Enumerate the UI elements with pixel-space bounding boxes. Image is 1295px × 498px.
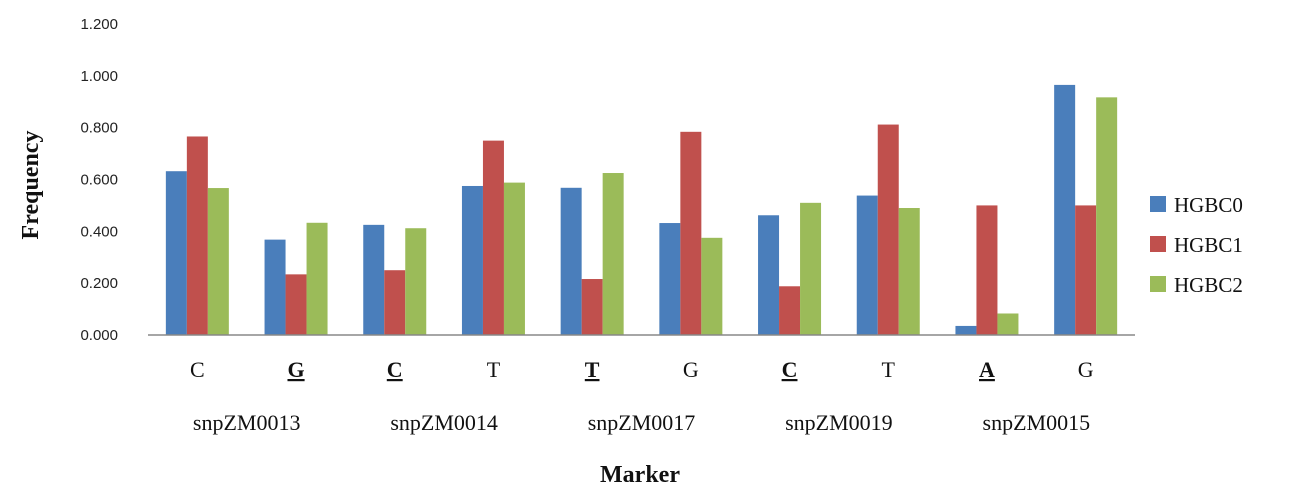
legend-label-hgbc2: HGBC2: [1174, 273, 1243, 297]
x-category-label: T: [585, 357, 600, 382]
y-axis-title: Frequency: [18, 131, 44, 240]
y-tick-label: 0.800: [80, 120, 118, 137]
bar-hgbc2-2: [306, 222, 328, 335]
bar-hgbc0-5: [560, 187, 582, 335]
x-category-label: G: [287, 357, 304, 382]
bar-hgbc2-10: [1096, 97, 1118, 335]
bar-hgbc0-6: [659, 223, 681, 335]
x-category-label: G: [1078, 357, 1094, 382]
y-tick-label: 1.200: [80, 16, 118, 33]
bar-hgbc0-7: [758, 215, 780, 335]
legend-swatch-hgbc1: [1150, 236, 1166, 252]
x-axis-title: Marker: [600, 462, 680, 488]
x-category-label: G: [683, 357, 699, 382]
x-group-label: snpZM0013: [193, 410, 301, 435]
y-tick-label: 0.200: [80, 275, 118, 292]
y-tick-label: 0.600: [80, 172, 118, 189]
bar-hgbc1-5: [581, 279, 603, 335]
bar-hgbc0-8: [856, 195, 878, 335]
x-axis-group-labels: snpZM0013 snpZM0014 snpZM0017 snpZM0019 snpZ…: [193, 410, 1090, 435]
x-category-label: C: [190, 357, 205, 382]
bar-hgbc0-4: [461, 185, 483, 335]
x-group-label: snpZM0014: [390, 410, 498, 435]
bar-hgbc0-1: [165, 171, 187, 335]
bar-hgbc1-8: [877, 124, 899, 335]
bar-hgbc2-8: [898, 208, 920, 335]
legend-label-hgbc1: HGBC1: [1174, 233, 1243, 257]
y-axis-ticks: 0.000 0.200 0.400 0.600 0.800 1.000 1.200: [80, 16, 118, 344]
legend: HGBC0 HGBC1 HGBC2: [1150, 193, 1243, 297]
bar-hgbc2-6: [701, 237, 723, 335]
bar-hgbc1-1: [186, 136, 208, 335]
x-category-label: C: [782, 357, 798, 382]
bar-hgbc2-3: [405, 228, 427, 335]
y-tick-label: 1.000: [80, 68, 118, 85]
bar-hgbc1-4: [482, 140, 504, 335]
y-tick-label: 0.400: [80, 223, 118, 240]
bar-hgbc0-9: [955, 325, 977, 335]
bar-hgbc0-2: [264, 239, 286, 335]
bar-hgbc1-2: [285, 274, 307, 335]
x-category-label: T: [487, 357, 501, 382]
legend-swatch-hgbc2: [1150, 276, 1166, 292]
x-group-label: snpZM0015: [983, 410, 1091, 435]
bar-hgbc2-9: [997, 313, 1019, 335]
bar-hgbc2-1: [207, 188, 229, 335]
bar-hgbc1-3: [384, 270, 406, 335]
x-group-label: snpZM0017: [588, 410, 696, 435]
x-category-label: A: [979, 357, 995, 382]
bar-hgbc2-4: [503, 182, 525, 335]
x-group-label: snpZM0019: [785, 410, 893, 435]
bar-hgbc2-5: [602, 173, 624, 335]
x-category-label: C: [387, 357, 403, 382]
x-category-label: T: [882, 357, 896, 382]
bar-hgbc1-7: [779, 286, 801, 335]
legend-label-hgbc0: HGBC0: [1174, 193, 1243, 217]
y-tick-label: 0.000: [80, 327, 118, 344]
bars: [165, 84, 1118, 335]
bar-hgbc1-10: [1075, 205, 1097, 335]
bar-hgbc0-10: [1054, 84, 1076, 335]
bar-hgbc0-3: [363, 224, 385, 335]
bar-hgbc1-9: [976, 205, 998, 335]
bar-hgbc2-7: [800, 202, 822, 335]
legend-swatch-hgbc0: [1150, 196, 1166, 212]
bar-hgbc1-6: [680, 131, 702, 335]
